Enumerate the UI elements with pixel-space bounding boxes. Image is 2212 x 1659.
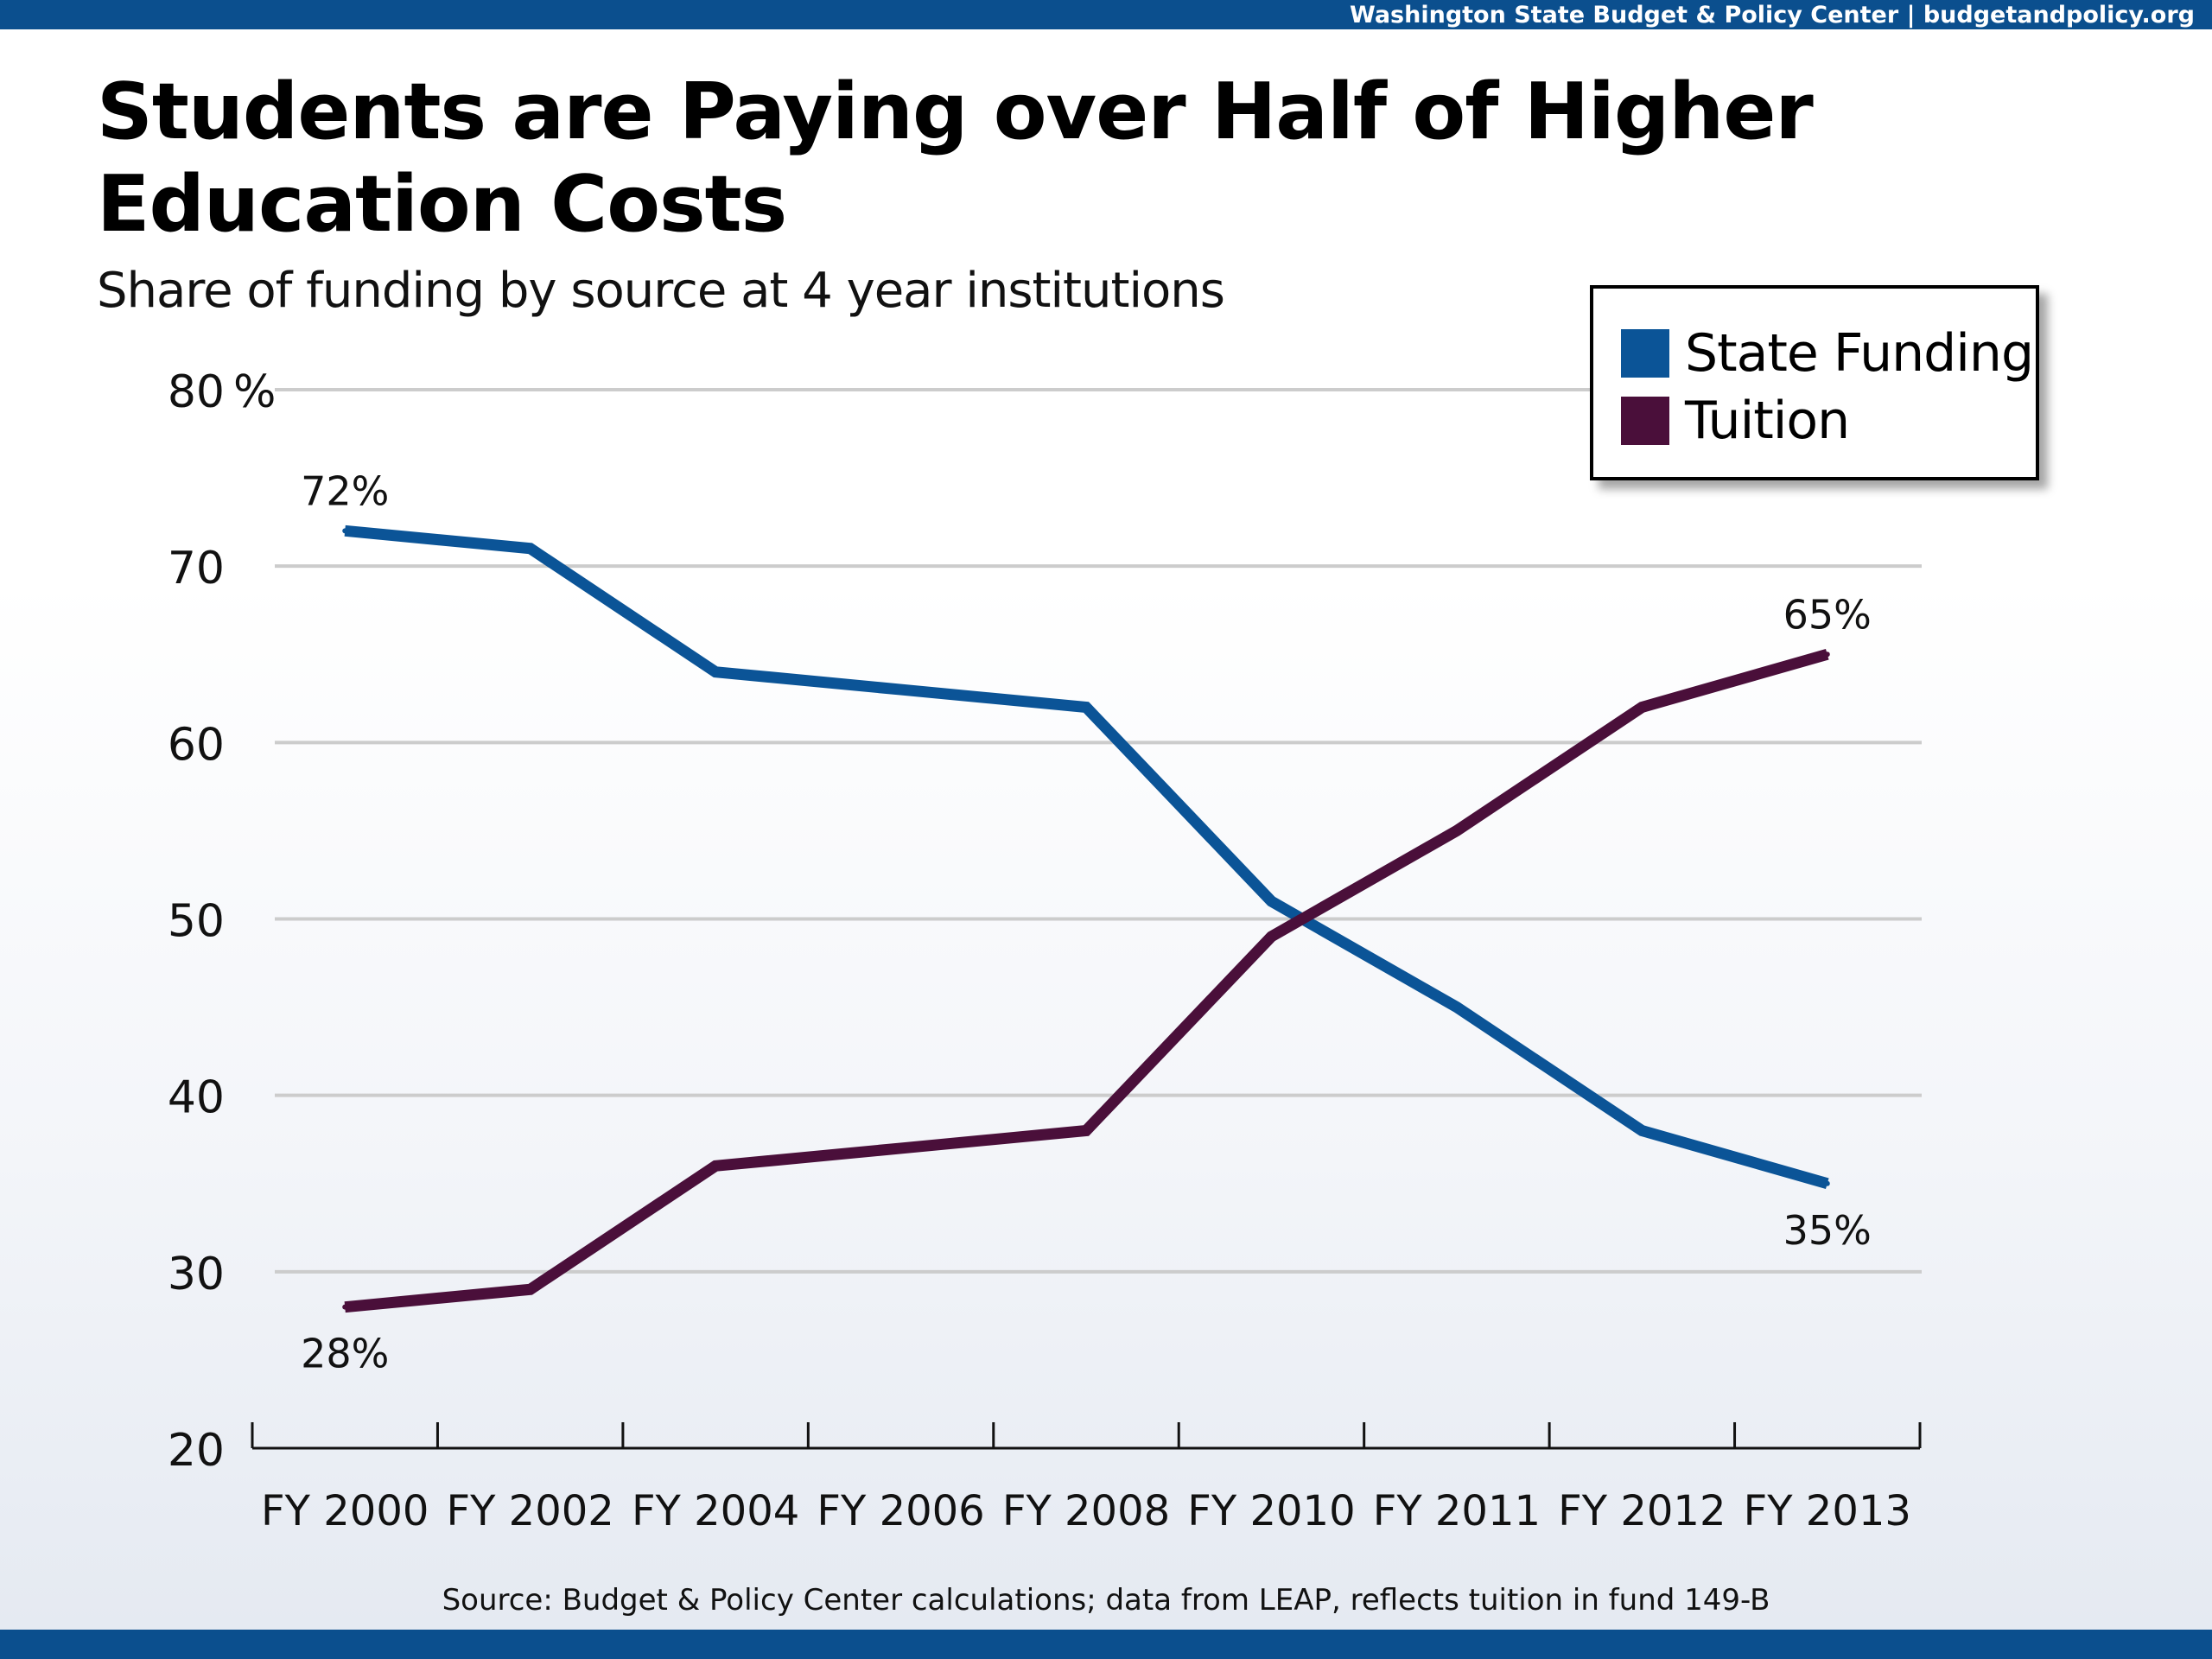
header-credit: Washington State Budget & Policy Center … bbox=[1350, 2, 2195, 29]
data-point-state-funding-7 bbox=[1639, 1128, 1645, 1134]
series-lines bbox=[342, 524, 1830, 1313]
x-tick-label-fy-2012: FY 2012 bbox=[1558, 1487, 1726, 1535]
y-tick-label-20: 20 bbox=[168, 1425, 225, 1477]
data-point-tuition-5 bbox=[1268, 933, 1274, 939]
data-point-state-funding-0 bbox=[342, 528, 348, 534]
header-bar: Washington State Budget & Policy Center … bbox=[0, 0, 2212, 29]
data-point-state-funding-8 bbox=[1824, 1180, 1830, 1186]
data-point-tuition-6 bbox=[1453, 828, 1459, 834]
y-axis: 20 30 40 50 60 70 80% bbox=[168, 366, 276, 1477]
legend-item-state-funding: State Funding bbox=[1621, 323, 2034, 384]
footer-bar bbox=[0, 1630, 2212, 1659]
data-point-tuition-3 bbox=[898, 1145, 904, 1151]
gridlines bbox=[275, 388, 1922, 1274]
data-point-state-funding-2 bbox=[713, 669, 719, 675]
data-point-state-funding-4 bbox=[1084, 704, 1089, 710]
legend-label-state-funding: State Funding bbox=[1685, 323, 2034, 384]
x-tick-label-fy-2010: FY 2010 bbox=[1187, 1487, 1355, 1535]
x-tick-label-fy-2008: FY 2008 bbox=[1002, 1487, 1170, 1535]
chart-legend: State Funding Tuition bbox=[1590, 285, 2039, 480]
y-tick-label-70: 70 bbox=[168, 543, 225, 594]
legend-item-tuition: Tuition bbox=[1621, 391, 1850, 451]
y-tick-label-30: 30 bbox=[168, 1249, 225, 1300]
chart-subtitle: Share of funding by source at 4 year ins… bbox=[97, 263, 1225, 319]
x-tick-label-fy-2004: FY 2004 bbox=[632, 1487, 799, 1535]
x-tick-label-fy-2006: FY 2006 bbox=[817, 1487, 984, 1535]
series-line-state-funding bbox=[344, 524, 1829, 1190]
data-point-tuition-7 bbox=[1639, 704, 1645, 710]
x-tick-label-fy-2013: FY 2013 bbox=[1744, 1487, 1911, 1535]
data-point-state-funding-6 bbox=[1453, 1004, 1459, 1010]
data-label-72pct: 72% bbox=[301, 467, 389, 514]
data-point-tuition-8 bbox=[1824, 652, 1830, 658]
data-label-35pct: 35% bbox=[1783, 1207, 1872, 1254]
y-tick-label-80: 80 bbox=[168, 366, 225, 418]
x-tick-label-fy-2011: FY 2011 bbox=[1373, 1487, 1541, 1535]
data-point-state-funding-5 bbox=[1268, 899, 1274, 905]
x-tick-label-fy-2000: FY 2000 bbox=[261, 1487, 429, 1535]
series-line-tuition bbox=[344, 648, 1829, 1313]
y-tick-label-60: 60 bbox=[168, 719, 225, 771]
data-point-state-funding-1 bbox=[527, 545, 533, 551]
data-point-tuition-2 bbox=[713, 1163, 719, 1169]
legend-swatch-state-funding bbox=[1621, 329, 1669, 378]
legend-label-tuition: Tuition bbox=[1685, 391, 1850, 451]
chart-title: Students are Paying over Half of Higher … bbox=[97, 67, 1814, 250]
y-tick-label-40: 40 bbox=[168, 1072, 225, 1124]
source-note: Source: Budget & Policy Center calculati… bbox=[442, 1583, 1770, 1618]
x-tick-label-fy-2002: FY 2002 bbox=[446, 1487, 613, 1535]
x-axis: FY 2000 FY 2002 FY 2004 FY 2006 FY 2008 FY 20… bbox=[251, 1422, 1922, 1535]
data-label-28pct: 28% bbox=[301, 1331, 389, 1377]
data-point-tuition-4 bbox=[1084, 1128, 1089, 1134]
y-tick-label-50: 50 bbox=[168, 896, 225, 948]
data-point-tuition-0 bbox=[342, 1304, 348, 1310]
y-unit-label: % bbox=[233, 366, 276, 418]
legend-swatch-tuition bbox=[1621, 397, 1669, 445]
data-label-65pct: 65% bbox=[1783, 591, 1872, 638]
data-point-state-funding-3 bbox=[898, 687, 904, 693]
data-annotations: 72% 28% 65% 35% bbox=[301, 467, 1872, 1376]
data-point-tuition-1 bbox=[527, 1287, 533, 1293]
